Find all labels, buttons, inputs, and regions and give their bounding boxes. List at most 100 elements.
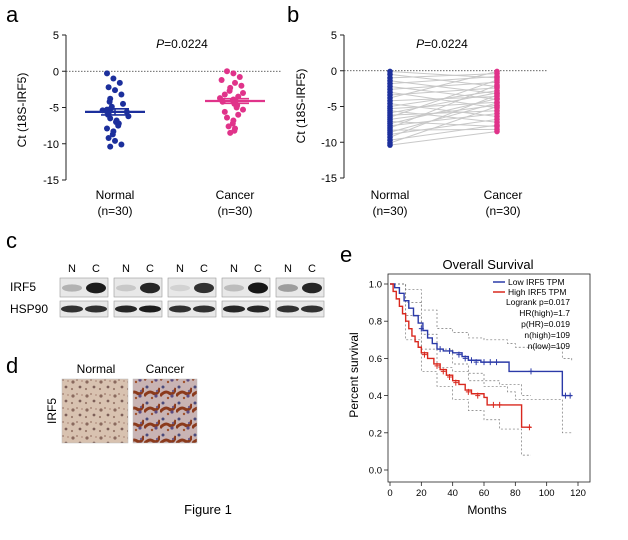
panel-a-point-cancer bbox=[227, 129, 234, 136]
panel-a-point-normal bbox=[105, 134, 112, 141]
panel-b-pair-line bbox=[389, 73, 498, 79]
survival-censor-low bbox=[481, 359, 487, 366]
legend-stat-nhigh: n(high)=109 bbox=[524, 330, 570, 340]
survival-title: Overall Survival bbox=[442, 257, 533, 272]
panel-b-pair-line bbox=[389, 103, 498, 118]
survival-x-tick-label: 120 bbox=[570, 488, 586, 499]
survival-y-tick-label: 0.0 bbox=[369, 466, 382, 477]
blot-lane-label: N bbox=[176, 263, 184, 275]
survival-curve-high bbox=[390, 283, 531, 428]
survival-censor-high bbox=[421, 351, 427, 358]
panel-a-p-value: P=0.0224 bbox=[156, 37, 208, 51]
survival-y-tick-label: 0.8 bbox=[369, 317, 382, 328]
survival-censor-high bbox=[526, 424, 532, 431]
survival-censor-low bbox=[528, 368, 534, 375]
blot-band-hsp90 bbox=[223, 305, 245, 313]
panel-a-point-cancer bbox=[225, 123, 232, 130]
panel-a-point-normal bbox=[112, 87, 118, 94]
panel-d: d IRF5 Normal Cancer bbox=[6, 353, 198, 444]
panel-b-pair-line bbox=[389, 91, 498, 109]
panel-a-n-cancer: (n=30) bbox=[217, 204, 252, 218]
blot-band-hsp90 bbox=[85, 305, 107, 313]
survival-censor-low bbox=[562, 392, 568, 399]
survival-ci-upper-high bbox=[390, 283, 531, 396]
panel-a-point-cancer bbox=[232, 79, 238, 86]
panel-a-point-normal bbox=[109, 131, 116, 138]
panel-b-n-cancer: (n=30) bbox=[485, 204, 520, 218]
panel-a-y-tick-label: -5 bbox=[49, 103, 59, 115]
blot-lane-label: N bbox=[284, 263, 292, 275]
panel-a-point-cancer bbox=[240, 106, 246, 113]
panel-b-p-value: P=0.0224 bbox=[416, 37, 468, 51]
figure-caption: Figure 1 bbox=[184, 502, 232, 517]
blot-band-irf5 bbox=[116, 284, 136, 292]
panel-letter-a: a bbox=[6, 2, 19, 27]
panel-b-pair-line bbox=[389, 118, 498, 135]
panel-a-point-normal bbox=[118, 91, 125, 98]
legend-stat-phr: p(HR)=0.019 bbox=[521, 319, 570, 329]
ihc-image-cancer bbox=[132, 378, 198, 444]
blot-band-irf5 bbox=[140, 282, 160, 294]
blot-band-hsp90 bbox=[247, 305, 269, 313]
panel-b-point-cancer bbox=[494, 122, 500, 128]
panel-a-point-normal bbox=[107, 115, 114, 122]
ihc-label-normal: Normal bbox=[77, 362, 116, 376]
blot-strip-hsp90 bbox=[59, 300, 109, 318]
panel-a-y-tick-label: 0 bbox=[53, 66, 59, 78]
panel-a-y-tick-label: -10 bbox=[43, 139, 59, 151]
panel-b-pair-line bbox=[389, 102, 498, 133]
panel-a: a Ct (18S-IRF5) P=0.0224 5 0 -5 -10 -15 Norm… bbox=[6, 2, 282, 218]
survival-censor-low bbox=[494, 359, 500, 366]
panel-b: b Ct (18S-IRF5) P=0.0224 5 0 -5 -10 -15 Norm… bbox=[287, 2, 548, 218]
blot-strip-hsp90 bbox=[221, 300, 271, 318]
panel-b-n-normal: (n=30) bbox=[372, 204, 407, 218]
blot-band-hsp90 bbox=[139, 305, 161, 313]
panel-a-point-normal bbox=[110, 75, 117, 82]
survival-x-tick-label: 20 bbox=[416, 488, 427, 499]
panel-a-point-normal bbox=[120, 100, 126, 107]
blot-band-hsp90 bbox=[193, 305, 215, 313]
blot-row-label-hsp90: HSP90 bbox=[10, 302, 48, 316]
blot-lane-label: N bbox=[122, 263, 130, 275]
panel-a-point-cancer bbox=[221, 91, 228, 98]
panel-a-point-cancer bbox=[224, 114, 230, 121]
panel-b-point-cancer bbox=[494, 77, 500, 83]
blot-lane-label: C bbox=[308, 263, 316, 275]
survival-legend: Low IRF5 TPM High IRF5 TPM Logrank p=0.0… bbox=[493, 277, 570, 351]
panel-b-pair-line bbox=[389, 110, 498, 116]
panel-e: e Overall Survival Percent survival Mont… bbox=[340, 242, 591, 517]
panel-b-point-normal bbox=[387, 142, 393, 148]
legend-stat-logrank: Logrank p=0.017 bbox=[506, 297, 570, 307]
blot-band-irf5 bbox=[194, 282, 214, 294]
panel-b-cat-normal: Normal bbox=[371, 188, 410, 202]
blot-band-irf5 bbox=[224, 284, 244, 292]
panel-b-pair-line bbox=[389, 124, 498, 141]
panel-a-y-tick-label: -15 bbox=[43, 175, 59, 187]
panel-b-pair-line bbox=[389, 98, 498, 125]
panel-a-point-normal bbox=[118, 141, 125, 148]
survival-censor-low bbox=[456, 351, 462, 358]
panel-b-pair-line bbox=[389, 75, 498, 85]
survival-censor-low bbox=[462, 355, 468, 362]
panel-a-n-normal: (n=30) bbox=[97, 204, 132, 218]
panel-b-y-tick-label: 5 bbox=[331, 30, 337, 42]
panel-b-pair-line bbox=[389, 70, 498, 99]
panel-b-pair-line bbox=[389, 94, 498, 138]
panel-b-pair-line bbox=[389, 70, 498, 79]
panel-b-pair-line bbox=[389, 79, 498, 118]
panel-a-point-normal bbox=[104, 70, 110, 77]
survival-censor-low bbox=[487, 359, 493, 366]
blot-band-hsp90 bbox=[61, 305, 83, 313]
panel-a-point-cancer bbox=[218, 76, 225, 83]
legend-stat-hr: HR(high)=1.7 bbox=[519, 308, 570, 318]
panel-a-ylabel: Ct (18S-IRF5) bbox=[15, 73, 29, 148]
panel-letter-d: d bbox=[6, 353, 18, 378]
panel-b-pair-line bbox=[389, 81, 498, 90]
panel-a-y-axis: 5 0 -5 -10 -15 bbox=[43, 30, 282, 187]
panel-b-point-cancer bbox=[494, 110, 500, 117]
survival-x-tick-label: 80 bbox=[510, 488, 521, 499]
